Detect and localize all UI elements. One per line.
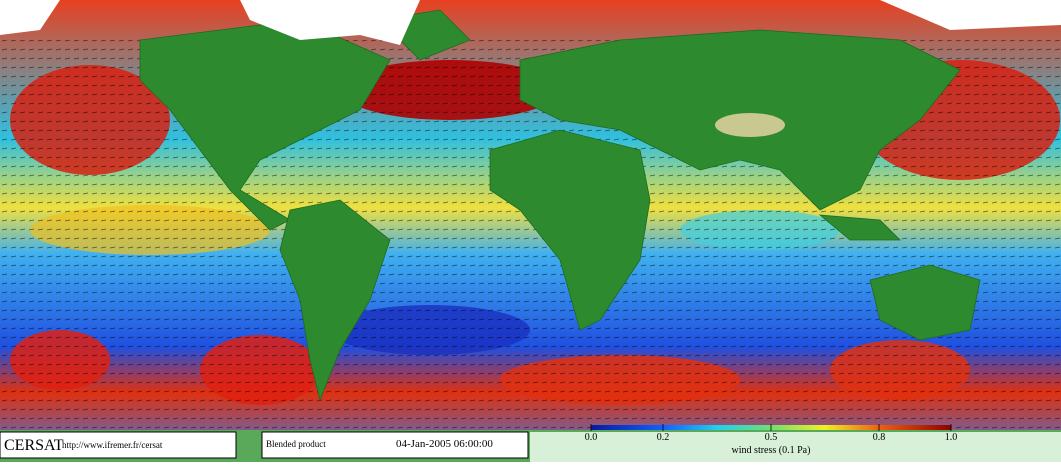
colorbar-tick-label: 1.0 <box>945 432 958 443</box>
product: Blended product <box>266 439 326 449</box>
polar-land <box>0 0 1061 45</box>
colorbar: wind stress (0.1 Pa) 0.0 0.2 0.5 0.8 1.0 <box>585 424 958 456</box>
logo-box <box>0 431 237 459</box>
colorbar-tick-label: 0.5 <box>765 432 778 443</box>
land <box>139 9 981 402</box>
logo: CERSAT <box>4 437 64 454</box>
timestamp: 04-Jan-2005 06:00:00 <box>396 438 493 450</box>
footer: CERSAT http://www.ifremer.fr/cersat Blen… <box>0 431 529 459</box>
colorbar-tick-label: 0.8 <box>873 432 886 443</box>
url: http://www.ifremer.fr/cersat <box>62 440 163 450</box>
colorbar-tick-label: 0.2 <box>657 432 670 443</box>
colorbar-tick-label: 0.0 <box>585 432 598 443</box>
info-box <box>261 431 529 459</box>
colorbar-label: wind stress (0.1 Pa) <box>732 445 811 456</box>
